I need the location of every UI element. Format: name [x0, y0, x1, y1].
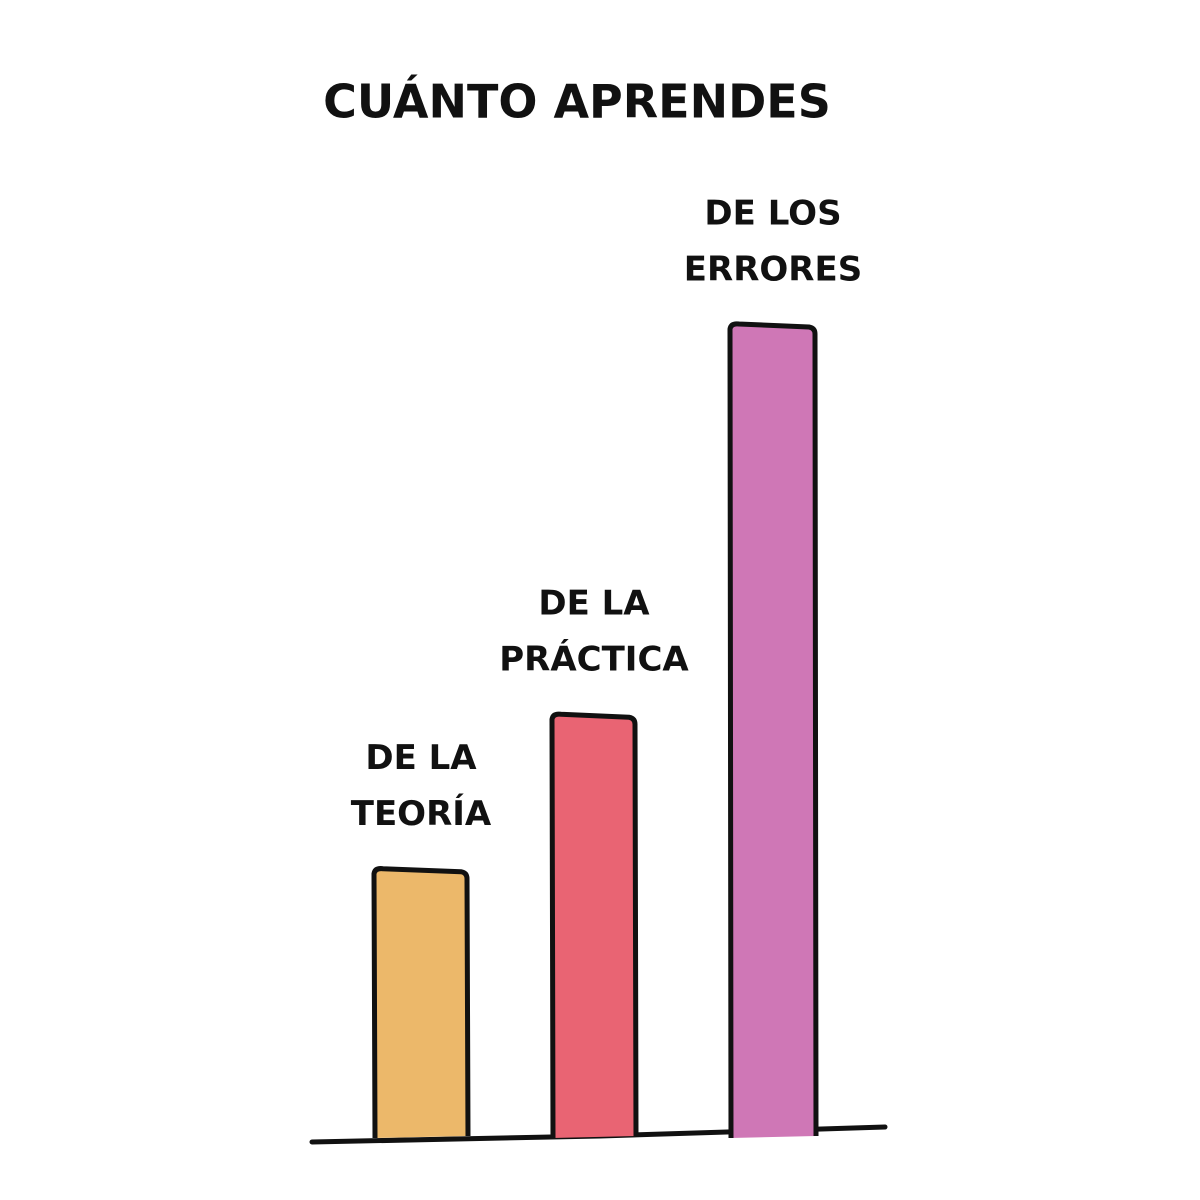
bar-label: DE LA [365, 738, 477, 778]
chart-title: CUÁNTO APRENDES [323, 75, 831, 129]
bar-label: ERRORES [684, 250, 862, 290]
bar-label: PRÁCTICA [499, 639, 689, 680]
bar-label: DE LOS [704, 194, 841, 234]
bar-label: TEORÍA [351, 793, 492, 834]
bar-label: DE LA [538, 584, 650, 624]
bar [549, 711, 639, 1139]
bar [727, 321, 819, 1139]
bar [371, 866, 471, 1139]
